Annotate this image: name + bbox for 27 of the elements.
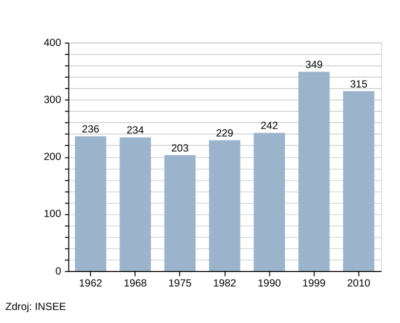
data-label: 203 [171, 143, 189, 154]
y-tick-label: 0 [55, 266, 62, 278]
x-tick-label: 1962 [79, 278, 102, 290]
data-label: 234 [126, 126, 144, 137]
x-tick-label: 1975 [168, 278, 192, 290]
bar [209, 140, 240, 272]
bar [343, 91, 374, 272]
x-tick-label: 1982 [213, 278, 236, 290]
x-tick-label: 1999 [302, 278, 326, 290]
bar [298, 72, 330, 272]
y-tick-label: 300 [44, 95, 62, 106]
y-tick-label: 100 [44, 209, 62, 220]
text: Zdroj: INSEE [5, 302, 66, 313]
data-label: 236 [82, 124, 100, 136]
bar [74, 136, 106, 272]
data-label: 349 [305, 60, 323, 71]
data-label: 315 [350, 79, 368, 90]
x-tick-label: 2010 [347, 278, 370, 290]
data-label: 242 [260, 121, 278, 132]
y-tick-label: 200 [44, 152, 62, 164]
bar [164, 155, 196, 272]
x-tick-label: 1990 [258, 278, 282, 290]
bar [254, 132, 285, 272]
y-tick-label: 400 [44, 38, 62, 49]
data-label: 229 [216, 128, 234, 140]
x-tick-label: 1968 [124, 278, 148, 290]
bar [120, 137, 151, 272]
